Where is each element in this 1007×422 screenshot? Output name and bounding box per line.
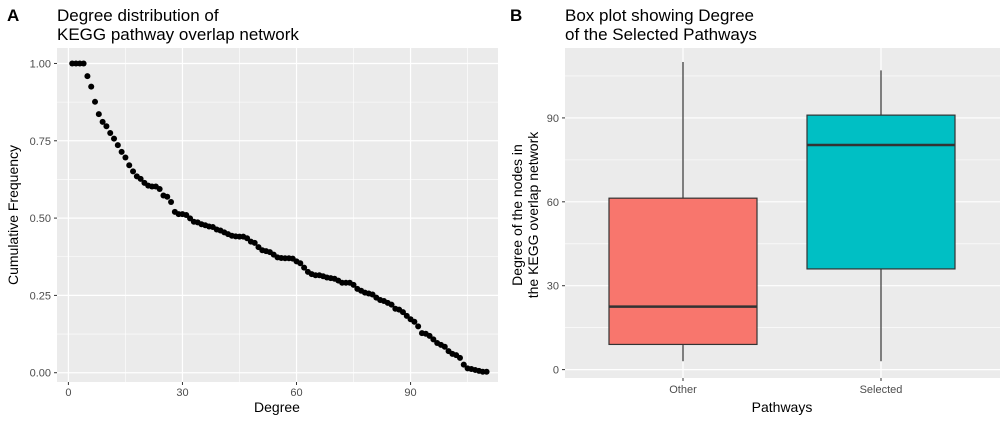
data-point bbox=[415, 323, 422, 330]
data-point bbox=[103, 123, 110, 130]
panel-b-ylabel-line1: Degree of the nodes in bbox=[509, 144, 525, 286]
panel-b: B Box plot showing Degree of the Selecte… bbox=[509, 6, 1000, 415]
data-point bbox=[156, 186, 163, 193]
data-point bbox=[430, 336, 437, 343]
y-tick-label: 30 bbox=[547, 281, 559, 293]
x-tick-label: 0 bbox=[65, 387, 71, 399]
data-point bbox=[297, 260, 304, 267]
data-point bbox=[126, 162, 133, 169]
data-point bbox=[456, 354, 463, 361]
panel-a-points bbox=[69, 60, 490, 375]
data-point bbox=[388, 301, 395, 308]
panel-b-title-line2: of the Selected Pathways bbox=[565, 25, 757, 44]
panel-b-ticks: 0 30 60 90 Other Selected bbox=[547, 113, 903, 396]
data-point bbox=[122, 154, 129, 161]
data-point bbox=[114, 142, 121, 149]
x-tick-label: Selected bbox=[860, 384, 903, 396]
panel-a-title-line2: KEGG pathway overlap network bbox=[57, 25, 299, 44]
panel-a: A Degree distribution of KEGG pathway ov… bbox=[5, 6, 498, 415]
x-tick-label: Other bbox=[669, 384, 697, 396]
panel-b-tag: B bbox=[510, 6, 522, 25]
panel-b-ylabel-line2: the KEGG overlap network bbox=[525, 131, 541, 299]
y-tick-label: 0.25 bbox=[30, 290, 51, 302]
data-point bbox=[137, 175, 144, 182]
panel-b-boxes bbox=[608, 61, 956, 362]
panel-b-title-line1: Box plot showing Degree bbox=[565, 6, 754, 25]
panel-a-xlabel: Degree bbox=[254, 399, 300, 415]
data-point bbox=[118, 148, 125, 155]
data-point bbox=[95, 111, 102, 118]
data-point bbox=[84, 73, 91, 80]
data-point bbox=[441, 343, 448, 350]
data-point bbox=[301, 264, 308, 271]
data-point bbox=[92, 98, 99, 105]
data-point bbox=[168, 199, 175, 206]
data-point bbox=[130, 168, 137, 175]
panel-a-ticks: 0 30 60 90 0.00 0.25 0.50 0.75 1.00 bbox=[30, 58, 417, 399]
data-point bbox=[80, 60, 87, 67]
box-selected bbox=[806, 114, 956, 270]
x-tick-label: 30 bbox=[176, 387, 188, 399]
data-point bbox=[483, 368, 490, 375]
y-tick-label: 60 bbox=[547, 197, 559, 209]
data-point bbox=[88, 83, 95, 90]
panel-b-xlabel: Pathways bbox=[752, 399, 813, 415]
panel-a-tag: A bbox=[7, 6, 19, 25]
x-tick-label: 90 bbox=[404, 387, 416, 399]
data-point bbox=[111, 135, 118, 142]
data-point bbox=[164, 193, 171, 200]
y-tick-label: 0.75 bbox=[30, 136, 51, 148]
panel-a-title-line1: Degree distribution of bbox=[57, 6, 219, 25]
y-tick-label: 1.00 bbox=[30, 58, 51, 70]
data-point bbox=[411, 318, 418, 325]
y-tick-label: 0 bbox=[553, 365, 559, 377]
data-point bbox=[251, 239, 258, 246]
data-point bbox=[399, 309, 406, 316]
data-point bbox=[350, 281, 357, 288]
y-tick-label: 90 bbox=[547, 113, 559, 125]
y-tick-label: 0.50 bbox=[30, 213, 51, 225]
y-tick-label: 0.00 bbox=[30, 368, 51, 380]
x-tick-label: 60 bbox=[290, 387, 302, 399]
data-point bbox=[99, 118, 106, 125]
panel-a-plot-bg bbox=[57, 48, 498, 382]
data-point bbox=[107, 130, 114, 137]
panel-a-ylabel: Cumulative Frequency bbox=[5, 145, 21, 285]
data-point bbox=[460, 361, 467, 368]
box-other bbox=[608, 197, 758, 346]
